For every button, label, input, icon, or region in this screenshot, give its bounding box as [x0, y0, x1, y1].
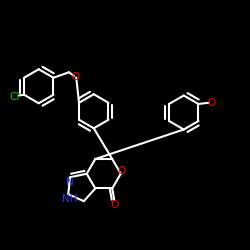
- Text: O: O: [118, 166, 126, 176]
- Text: Cl: Cl: [9, 92, 20, 102]
- Text: O: O: [110, 200, 118, 210]
- Text: N: N: [66, 177, 74, 187]
- Text: O: O: [207, 98, 216, 108]
- Text: NH: NH: [62, 194, 77, 204]
- Text: O: O: [71, 72, 79, 82]
